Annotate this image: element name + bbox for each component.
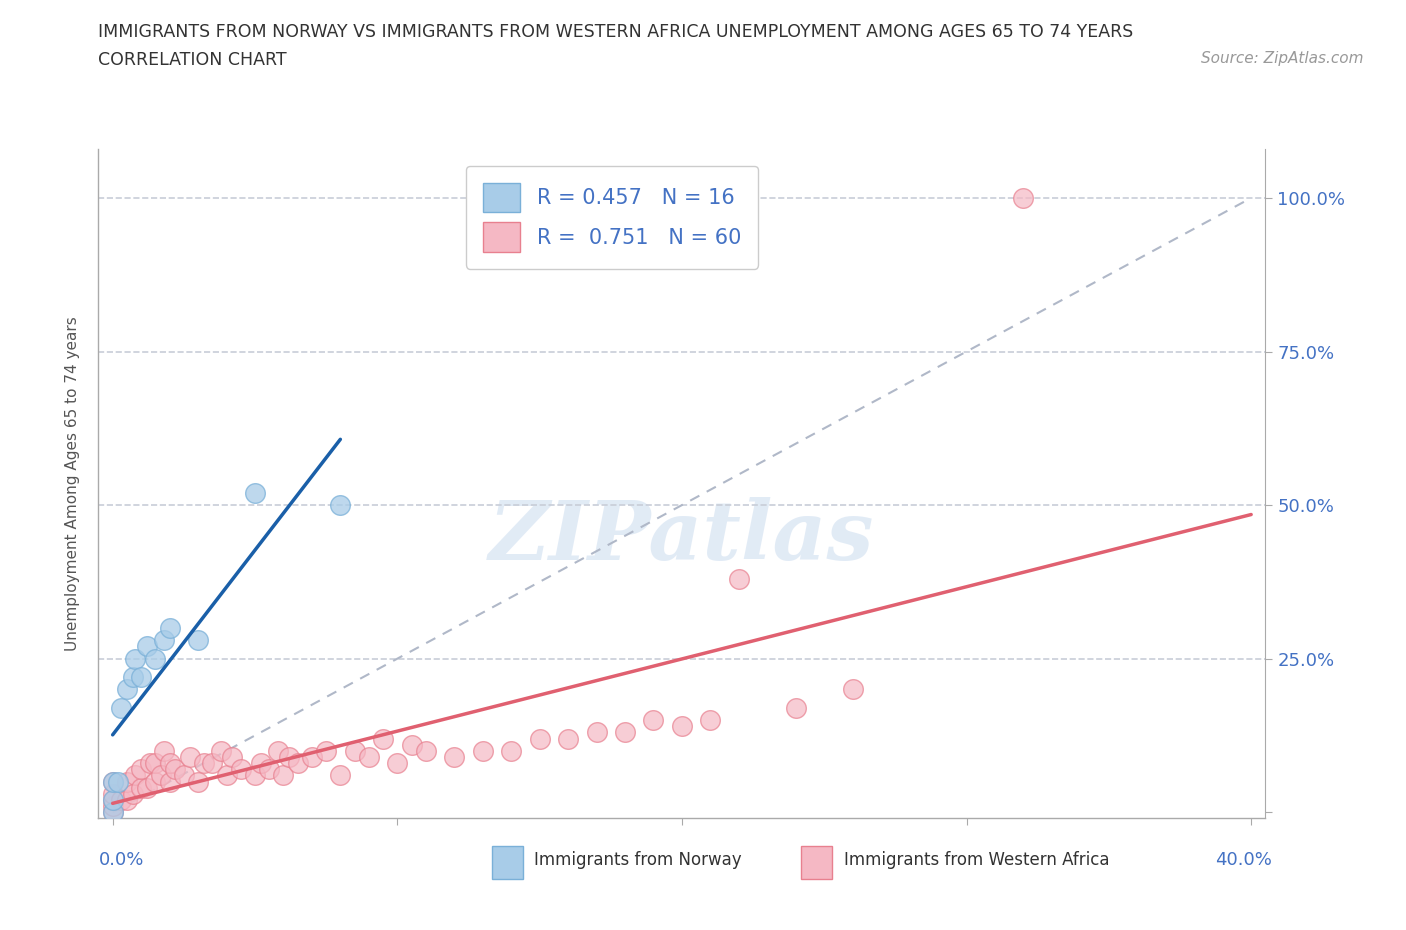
Point [243, 768, 266, 783]
Point [557, 731, 579, 746]
Point [187, 774, 209, 789]
Point [101, 804, 124, 819]
Point [201, 756, 224, 771]
Point [101, 792, 124, 807]
Point [153, 632, 176, 647]
Point [257, 762, 280, 777]
Point [643, 712, 665, 727]
Point [129, 780, 152, 795]
Point [187, 632, 209, 647]
Point [124, 768, 146, 783]
Point [110, 700, 132, 715]
Point [371, 731, 394, 746]
Point [329, 498, 352, 512]
Point [101, 804, 124, 819]
Point [159, 774, 181, 789]
Point [273, 768, 295, 783]
Point [124, 651, 146, 666]
Point [110, 792, 132, 807]
Point [173, 768, 195, 783]
Point [143, 774, 166, 789]
Point [401, 737, 423, 752]
Point [727, 571, 749, 586]
Legend: R = 0.457   N = 16, R =  0.751   N = 60: R = 0.457 N = 16, R = 0.751 N = 60 [465, 166, 758, 269]
Point [529, 731, 551, 746]
Text: CORRELATION CHART: CORRELATION CHART [98, 51, 287, 69]
Point [287, 756, 309, 771]
Point [101, 792, 124, 807]
Point [165, 762, 187, 777]
Text: Immigrants from Norway: Immigrants from Norway [534, 851, 742, 869]
Y-axis label: Unemployment Among Ages 65 to 74 years: Unemployment Among Ages 65 to 74 years [65, 316, 80, 651]
Point [215, 768, 238, 783]
Point [153, 743, 176, 758]
Point [221, 750, 243, 764]
Point [115, 792, 138, 807]
Point [115, 774, 138, 789]
Point [135, 780, 157, 795]
Point [343, 743, 366, 758]
Point [159, 756, 181, 771]
Point [101, 774, 124, 789]
Point [121, 670, 143, 684]
Point [179, 750, 201, 764]
Point [101, 799, 124, 814]
Point [159, 620, 181, 635]
Text: 0.0%: 0.0% [98, 851, 143, 869]
Point [107, 774, 129, 789]
Point [209, 743, 232, 758]
Point [229, 762, 252, 777]
Point [671, 719, 693, 734]
Point [143, 756, 166, 771]
Text: ZIPatlas: ZIPatlas [489, 498, 875, 578]
Point [135, 639, 157, 654]
Point [138, 756, 160, 771]
Point [501, 743, 523, 758]
Text: Source: ZipAtlas.com: Source: ZipAtlas.com [1201, 51, 1364, 66]
Text: 40.0%: 40.0% [1216, 851, 1272, 869]
Point [443, 750, 465, 764]
Point [329, 768, 352, 783]
Point [267, 743, 290, 758]
Point [699, 712, 721, 727]
Point [115, 682, 138, 697]
Point [249, 756, 271, 771]
Point [614, 725, 637, 740]
Point [143, 651, 166, 666]
Point [278, 750, 301, 764]
Point [301, 750, 323, 764]
Point [243, 485, 266, 500]
Point [585, 725, 607, 740]
Point [101, 787, 124, 802]
Point [415, 743, 437, 758]
Point [471, 743, 494, 758]
Point [129, 670, 152, 684]
Point [121, 787, 143, 802]
Point [387, 756, 409, 771]
Point [841, 682, 863, 697]
Point [1012, 191, 1035, 206]
Point [193, 756, 215, 771]
Text: IMMIGRANTS FROM NORWAY VS IMMIGRANTS FROM WESTERN AFRICA UNEMPLOYMENT AMONG AGES: IMMIGRANTS FROM NORWAY VS IMMIGRANTS FRO… [98, 23, 1133, 41]
Point [315, 743, 337, 758]
Point [357, 750, 380, 764]
Point [101, 774, 124, 789]
Point [129, 762, 152, 777]
Text: Immigrants from Western Africa: Immigrants from Western Africa [844, 851, 1109, 869]
Point [150, 768, 173, 783]
Point [785, 700, 807, 715]
